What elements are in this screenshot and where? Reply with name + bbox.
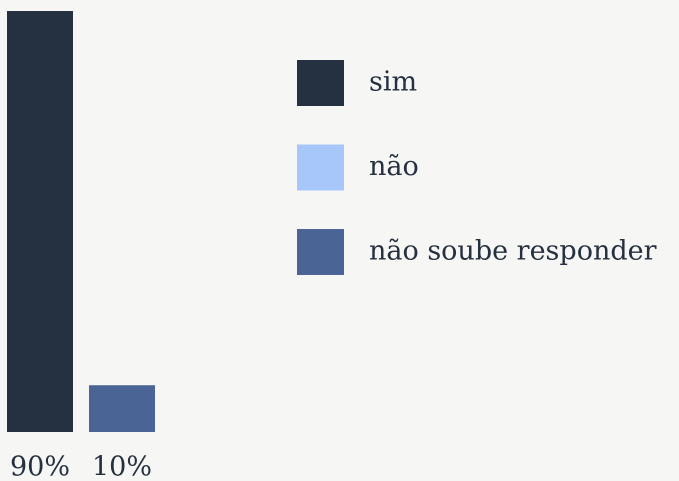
bar bbox=[7, 11, 73, 432]
value-label: 90% bbox=[10, 452, 70, 481]
legend-swatch bbox=[297, 60, 344, 106]
bar bbox=[89, 385, 155, 432]
legend-label: sim bbox=[369, 67, 417, 98]
legend-swatch bbox=[297, 229, 344, 275]
legend-swatch bbox=[297, 144, 344, 191]
legend-label: não bbox=[369, 151, 419, 182]
legend-label: não soube responder bbox=[369, 236, 657, 267]
value-label: 10% bbox=[92, 452, 152, 481]
